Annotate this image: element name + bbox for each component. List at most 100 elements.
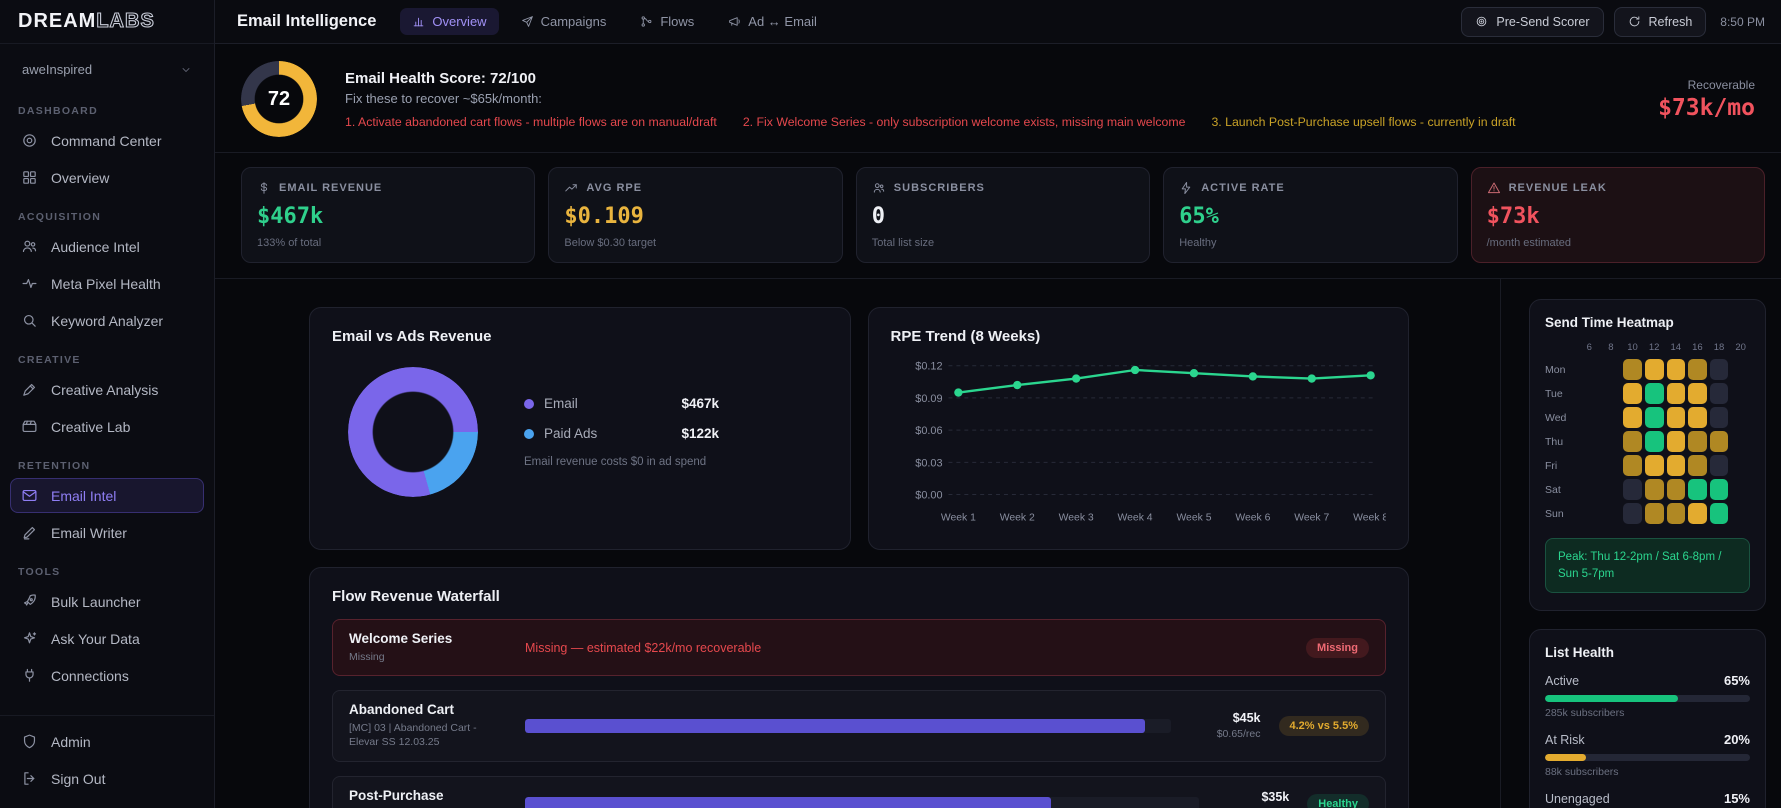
- pulse-icon: [21, 275, 38, 292]
- segment-bar-track: [1545, 754, 1750, 761]
- pre-send-scorer-button[interactable]: Pre-Send Scorer: [1461, 7, 1603, 37]
- sidebar-item-bulk-launcher[interactable]: Bulk Launcher: [10, 584, 204, 619]
- recommendations-row: 1. Activate abandoned cart flows - multi…: [345, 115, 1516, 129]
- heatmap-cell: [1580, 479, 1599, 500]
- heatmap-hour-label: 14: [1667, 342, 1686, 356]
- sidebar-item-keyword-analyzer[interactable]: Keyword Analyzer: [10, 303, 204, 338]
- send-icon: [521, 15, 534, 28]
- kpi-label: EMAIL REVENUE: [279, 182, 382, 194]
- svg-text:$0.00: $0.00: [915, 489, 942, 501]
- heatmap-cell: [1710, 359, 1729, 380]
- workspace-selector[interactable]: aweInspired: [12, 54, 202, 85]
- recoverable-value: $73k/mo: [1658, 95, 1755, 121]
- card-title: RPE Trend (8 Weeks): [891, 328, 1387, 345]
- flow-sub: Missing: [349, 650, 507, 664]
- tab-label: Overview: [432, 14, 486, 29]
- refresh-button[interactable]: Refresh: [1614, 7, 1707, 37]
- health-score-subtitle: Fix these to recover ~$65k/month:: [345, 91, 1516, 106]
- kpi-sub: Total list size: [872, 237, 1134, 249]
- tab-label: Flows: [660, 14, 694, 29]
- segment-label: Active: [1545, 674, 1579, 688]
- heatmap-day-label: Mon: [1545, 359, 1577, 380]
- sidebar-item-label: Sign Out: [51, 771, 105, 787]
- waterfall-row-post-purchase[interactable]: Post-Purchase 05 | Post Purchase_02.09.2…: [332, 776, 1386, 808]
- recoverable-block: Recoverable $73k/mo: [1658, 78, 1755, 121]
- heatmap-cell: [1667, 383, 1686, 404]
- sidebar-item-label: Connections: [51, 668, 129, 684]
- chevron-down-icon: [180, 64, 192, 76]
- sidebar-item-creative-lab[interactable]: Creative Lab: [10, 409, 204, 444]
- heatmap-cell: [1731, 407, 1750, 428]
- heatmap-cell: [1688, 431, 1707, 452]
- heatmap-cell: [1688, 455, 1707, 476]
- waterfall-row-abandoned-cart[interactable]: Abandoned Cart [MC] 03 | Abandoned Cart …: [332, 690, 1386, 761]
- svg-text:Week 1: Week 1: [940, 512, 975, 523]
- flow-name: Welcome Series: [349, 631, 507, 646]
- heatmap-cell: [1602, 431, 1621, 452]
- heatmap-hour-label: 10: [1623, 342, 1642, 356]
- section-label-acquisition: ACQUISITION: [18, 211, 196, 223]
- heatmap-hour-label: 16: [1688, 342, 1707, 356]
- flow-bar-track: [525, 797, 1199, 808]
- card-title: List Health: [1545, 645, 1750, 660]
- charts-row: Email vs Ads Revenue Email $467k: [309, 307, 1409, 550]
- sidebar-item-overview[interactable]: Overview: [10, 160, 204, 195]
- alert-triangle-icon: [1487, 181, 1501, 195]
- recoverable-label: Recoverable: [1658, 78, 1755, 92]
- segment-bar-fill: [1545, 695, 1678, 702]
- heatmap-cell: [1580, 383, 1599, 404]
- heatmap-hour-label: 20: [1731, 342, 1750, 356]
- kpi-value: $73k: [1487, 204, 1749, 229]
- svg-text:Week 7: Week 7: [1294, 512, 1329, 523]
- top-header: Email Intelligence Overview Campaigns Fl…: [215, 0, 1781, 44]
- svg-text:$0.03: $0.03: [915, 457, 942, 469]
- tab-campaigns[interactable]: Campaigns: [509, 8, 619, 35]
- sidebar-nav: DASHBOARD Command Center Overview ACQUIS…: [0, 89, 214, 709]
- waterfall-row-welcome-series[interactable]: Welcome Series Missing Missing — estimat…: [332, 619, 1386, 676]
- sidebar-footer: Admin Sign Out: [0, 715, 214, 808]
- heatmap-cell: [1623, 431, 1642, 452]
- sidebar-item-connections[interactable]: Connections: [10, 658, 204, 693]
- heatmap-cell: [1731, 479, 1750, 500]
- sidebar-item-meta-pixel-health[interactable]: Meta Pixel Health: [10, 266, 204, 301]
- tab-overview[interactable]: Overview: [400, 8, 498, 35]
- sidebar-item-admin[interactable]: Admin: [10, 724, 204, 759]
- heatmap-cell: [1623, 383, 1642, 404]
- workspace-name: aweInspired: [22, 62, 92, 77]
- legend-item-email: Email $467k: [524, 396, 719, 411]
- heatmap-cell: [1623, 503, 1642, 524]
- sidebar-item-label: Bulk Launcher: [51, 594, 141, 610]
- branch-icon: [640, 15, 653, 28]
- tab-flows[interactable]: Flows: [628, 8, 706, 35]
- heatmap-day-label: Wed: [1545, 407, 1577, 428]
- sign-out-icon: [21, 770, 38, 787]
- send-time-heatmap-card: Send Time Heatmap 68101214161820MonTueWe…: [1529, 299, 1766, 611]
- card-title: Email vs Ads Revenue: [332, 328, 828, 345]
- sidebar-item-creative-analysis[interactable]: Creative Analysis: [10, 372, 204, 407]
- segment-bar-fill: [1545, 754, 1586, 761]
- heatmap-grid: 68101214161820MonTueWedThuFriSatSun: [1545, 342, 1750, 524]
- flow-name: Abandoned Cart: [349, 702, 507, 717]
- sidebar-item-email-intel[interactable]: Email Intel: [10, 478, 204, 513]
- grid-icon: [21, 169, 38, 186]
- flow-name: Post-Purchase: [349, 788, 507, 803]
- recommendation-3: 3. Launch Post-Purchase upsell flows - c…: [1211, 115, 1515, 129]
- kpi-value: $467k: [257, 204, 519, 229]
- list-health-at-risk: At Risk20% 88k subscribers: [1545, 732, 1750, 778]
- sidebar-item-audience-intel[interactable]: Audience Intel: [10, 229, 204, 264]
- sidebar-item-email-writer[interactable]: Email Writer: [10, 515, 204, 550]
- kpi-label: REVENUE LEAK: [1509, 182, 1607, 194]
- target-icon: [1475, 15, 1488, 28]
- sidebar-item-command-center[interactable]: Command Center: [10, 123, 204, 158]
- donut-chart: [348, 367, 478, 497]
- clapperboard-icon: [21, 418, 38, 435]
- sidebar-item-ask-your-data[interactable]: Ask Your Data: [10, 621, 204, 656]
- heatmap-day-label: Thu: [1545, 431, 1577, 452]
- divider: [215, 152, 1781, 153]
- sidebar-item-sign-out[interactable]: Sign Out: [10, 761, 204, 796]
- tab-ad-email[interactable]: Ad ↔ Email: [716, 8, 829, 35]
- pen-tool-icon: [21, 381, 38, 398]
- flow-bar-fill: [525, 797, 1051, 808]
- mail-icon: [21, 487, 38, 504]
- content-columns: Email vs Ads Revenue Email $467k: [215, 278, 1781, 808]
